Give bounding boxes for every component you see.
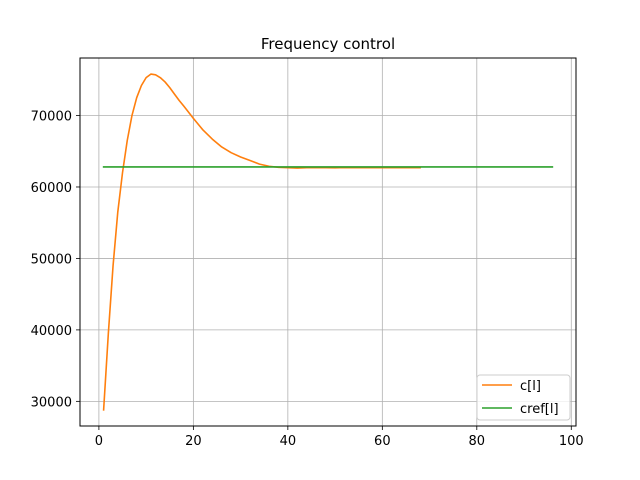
y-tick-label: 40000 — [31, 324, 72, 339]
x-tick-label: 80 — [469, 434, 486, 449]
y-tick-label: 50000 — [31, 252, 72, 267]
x-tick-label: 20 — [185, 434, 202, 449]
chart-title: Frequency control — [261, 35, 395, 53]
x-tick-label: 100 — [559, 434, 584, 449]
series-lines — [102, 73, 554, 411]
y-tick-label: 70000 — [31, 110, 72, 125]
legend-label-c: c[l] — [520, 379, 541, 394]
legend-label-cref: cref[l] — [520, 402, 559, 417]
y-tick-label: 30000 — [31, 395, 72, 410]
y-tick-label: 60000 — [31, 181, 72, 196]
x-tick-label: 40 — [280, 434, 297, 449]
legend: c[l] cref[l] — [476, 374, 571, 421]
x-tick-label: 60 — [374, 434, 391, 449]
axis-ticks: 0 20 40 60 80 100 30000 40000 50000 60000 70000 — [31, 110, 584, 449]
x-tick-label: 0 — [95, 434, 103, 449]
plot-frame — [79, 57, 577, 427]
grid-lines — [80, 58, 576, 426]
